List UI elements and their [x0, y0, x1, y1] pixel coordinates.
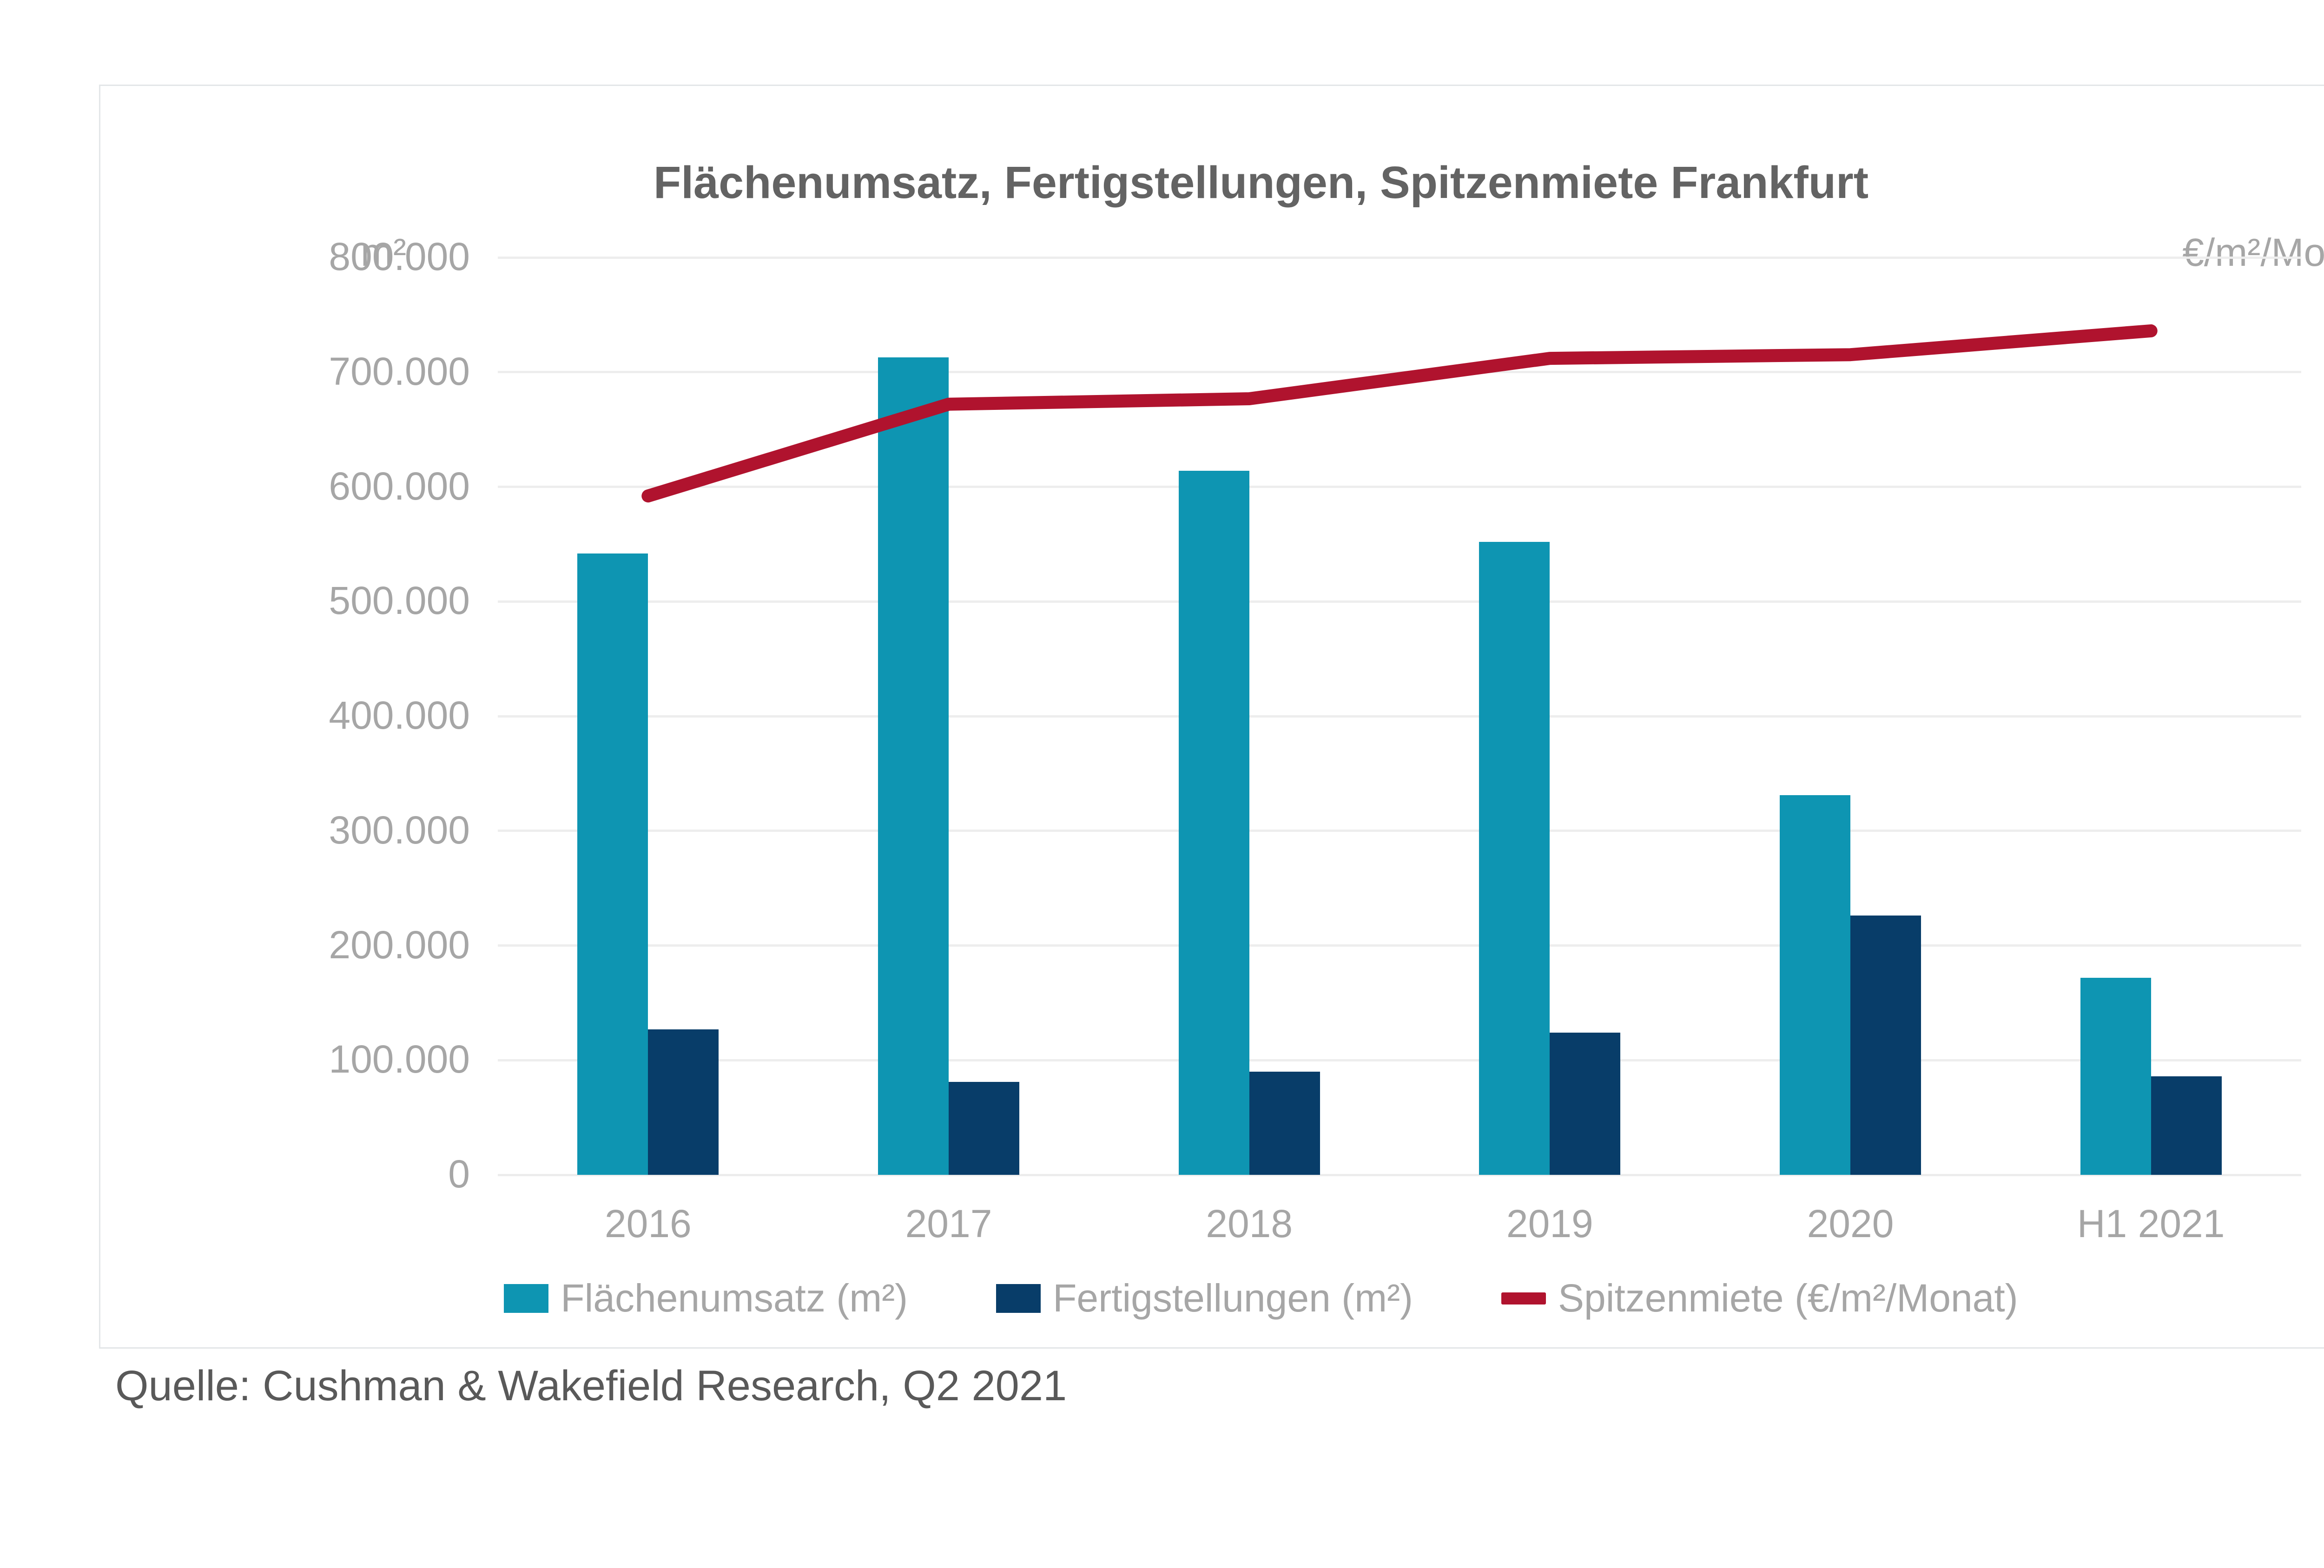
- left-axis-tick-label: 400.000: [329, 693, 470, 737]
- gridline: [498, 1173, 2301, 1176]
- left-axis-tick-label: 300.000: [329, 808, 470, 852]
- x-axis-tick-label: H1 2021: [2077, 1202, 2225, 1245]
- chart-frame: Flächenumsatz, Fertigstellungen, Spitzen…: [99, 85, 2324, 1349]
- chart-title: Flächenumsatz, Fertigstellungen, Spitzen…: [653, 157, 1869, 208]
- bar-groups: [498, 257, 2301, 1175]
- legend-item[interactable]: Flächenumsatz (m²): [504, 1276, 908, 1321]
- bar-flaechenumsatz[interactable]: [577, 553, 648, 1175]
- bar-group: [799, 257, 1099, 1175]
- bar-flaechenumsatz[interactable]: [1780, 795, 1851, 1175]
- bar-group: [1400, 257, 1700, 1175]
- chart-legend: Flächenumsatz (m²) Fertigstellungen (m²) S…: [100, 1276, 2324, 1321]
- legend-label: Spitzenmiete (€/m²/Monat): [1558, 1276, 2018, 1320]
- bar-fertigstellungen[interactable]: [648, 1029, 719, 1175]
- legend-item[interactable]: Spitzenmiete (€/m²/Monat): [1501, 1276, 2018, 1321]
- bar-flaechenumsatz[interactable]: [1178, 470, 1249, 1175]
- left-axis-tick-label: 800.000: [329, 235, 470, 278]
- legend-item[interactable]: Fertigstellungen (m²): [996, 1276, 1413, 1321]
- legend-swatch-icon: [1501, 1292, 1546, 1304]
- gridline: [498, 1059, 2301, 1061]
- bar-flaechenumsatz[interactable]: [1479, 541, 1550, 1175]
- legend-swatch-icon: [996, 1284, 1041, 1313]
- right-axis-unit-label: €/m²/Monat: [2182, 231, 2324, 274]
- x-axis-tick-label: 2016: [604, 1202, 692, 1245]
- bar-fertigstellungen[interactable]: [1249, 1071, 1320, 1175]
- left-axis-tick-label: 200.000: [329, 922, 470, 967]
- gridline: [498, 256, 2301, 259]
- bar-group: [2000, 257, 2301, 1175]
- bar-group: [498, 257, 799, 1175]
- x-axis-labels: 2016 2017 2018 2019 2020 H1 2021: [498, 1201, 2301, 1246]
- bar-flaechenumsatz[interactable]: [878, 357, 949, 1175]
- bar-group: [1700, 257, 2001, 1175]
- source-caption: Quelle: Cushman & Wakefield Research, Q2…: [115, 1362, 1067, 1410]
- bar-fertigstellungen[interactable]: [1850, 916, 1921, 1175]
- bar-flaechenumsatz[interactable]: [2080, 977, 2151, 1175]
- left-axis-tick-label: 0: [448, 1152, 470, 1196]
- gridline: [498, 600, 2301, 603]
- x-axis-tick-label: 2018: [1206, 1202, 1293, 1245]
- gridline: [498, 830, 2301, 832]
- x-axis-tick-label: 2019: [1506, 1202, 1593, 1245]
- legend-label: Fertigstellungen (m²): [1053, 1276, 1413, 1320]
- left-axis-unit-label: m²: [361, 231, 406, 274]
- gridline: [498, 944, 2301, 947]
- legend-swatch-icon: [504, 1284, 549, 1313]
- left-axis-tick-label: 100.000: [329, 1037, 470, 1081]
- x-axis-tick-label: 2017: [905, 1202, 992, 1245]
- bar-fertigstellungen[interactable]: [2151, 1076, 2222, 1175]
- bar-fertigstellungen[interactable]: [1550, 1033, 1621, 1175]
- plot-area: 0 100.000 200.000 300.000 400.000 500.000 600.…: [329, 237, 2301, 1193]
- left-axis-tick-label: 700.000: [329, 349, 470, 393]
- gridline: [498, 715, 2301, 718]
- left-axis-tick-label: 600.000: [329, 464, 470, 508]
- bar-fertigstellungen[interactable]: [949, 1082, 1019, 1175]
- legend-label: Flächenumsatz (m²): [561, 1276, 908, 1320]
- left-axis-tick-label: 500.000: [329, 579, 470, 623]
- x-axis-tick-label: 2020: [1807, 1202, 1894, 1245]
- left-axis-ticks: 0 100.000 200.000 300.000 400.000 500.000 600.…: [329, 237, 2301, 1193]
- bar-group: [1099, 257, 1400, 1175]
